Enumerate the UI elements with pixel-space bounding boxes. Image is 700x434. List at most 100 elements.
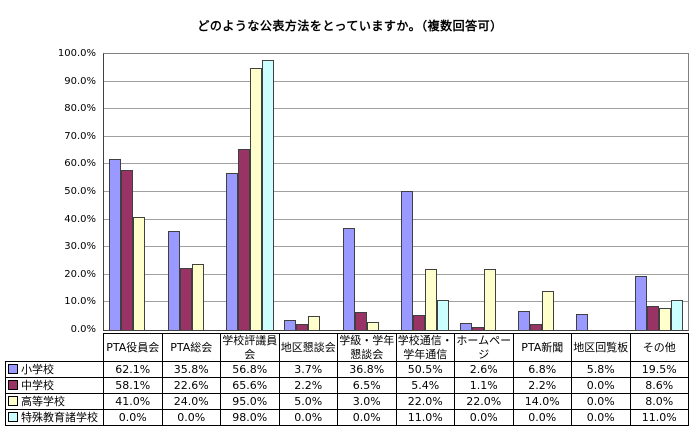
- bar: [226, 173, 239, 330]
- table-body: 小学校 62.1% 35.8% 56.8% 3.7% 36.8% 50.5% 2.6% 6.8%…: [5, 361, 689, 426]
- gridline: [104, 246, 688, 248]
- y-axis-tick-label: 80.0%: [64, 103, 96, 115]
- bar: [646, 306, 659, 330]
- legend-swatch-icon: [8, 395, 18, 406]
- value-cell: 0.0%: [571, 409, 631, 426]
- value-cell: 36.8%: [337, 361, 397, 378]
- bar: [262, 60, 275, 330]
- bar: [459, 323, 472, 330]
- bar-group: [396, 54, 454, 330]
- bar-group: [162, 54, 220, 330]
- legend-cell: 小学校: [5, 361, 104, 378]
- bar: [296, 324, 309, 330]
- value-cell: 0.0%: [454, 409, 514, 426]
- legend-swatch-icon: [8, 363, 18, 374]
- value-cell: 0.0%: [571, 393, 631, 410]
- bar: [634, 276, 647, 330]
- legend-cell: 中学校: [5, 377, 104, 394]
- table-row: 中学校 58.1% 22.6% 65.6% 2.2% 6.5% 5.4% 1.1% 2.2% 0.…: [5, 377, 689, 394]
- y-axis-tick-label: 30.0%: [64, 241, 96, 253]
- value-cell: 0.0%: [278, 409, 338, 426]
- bar: [413, 315, 426, 330]
- table-row: 小学校 62.1% 35.8% 56.8% 3.7% 36.8% 50.5% 2.6% 6.8%…: [5, 361, 689, 378]
- y-axis-tick-label: 70.0%: [64, 130, 96, 142]
- bar-group: [221, 54, 279, 330]
- gridline: [104, 273, 688, 275]
- bar-group: [338, 54, 396, 330]
- legend-cell: 特殊教育諸学校: [5, 409, 104, 426]
- bar: [425, 269, 438, 330]
- bar: [284, 320, 297, 330]
- data-table: PTA役員会 PTA総会 学校評議員会 地区懇談会 学級・学年懇談会 学校通信・学年通信ホ…: [5, 333, 689, 426]
- bar: [471, 327, 484, 330]
- bar-group: [454, 54, 512, 330]
- bar: [658, 308, 671, 330]
- bar: [483, 269, 496, 330]
- value-cell: 2.2%: [512, 377, 572, 394]
- bar-group: [104, 54, 162, 330]
- value-cell: 11.0%: [395, 409, 455, 426]
- value-cell: 8.6%: [629, 377, 689, 394]
- category-header-cell: 地区回覧板: [571, 333, 631, 362]
- value-cell: 41.0%: [103, 393, 163, 410]
- bar-group: [571, 54, 629, 330]
- category-header-cell: その他: [629, 333, 689, 362]
- y-axis-tick-label: 50.0%: [64, 186, 96, 197]
- bar: [366, 322, 379, 330]
- category-header-cell: 学校評議員会: [220, 333, 280, 362]
- value-cell: 0.0%: [571, 377, 631, 394]
- value-cell: 6.8%: [512, 361, 572, 378]
- bar-groups: [104, 54, 688, 330]
- y-axis-tick-label: 100.0%: [57, 48, 96, 59]
- legend-swatch-icon: [8, 411, 18, 422]
- value-cell: 3.0%: [337, 393, 397, 410]
- gridline: [104, 301, 688, 303]
- y-axis-tick-label: 20.0%: [64, 268, 96, 280]
- value-cell: 6.5%: [337, 377, 397, 394]
- bar: [250, 68, 263, 330]
- gridline: [104, 218, 688, 220]
- value-cell: 19.5%: [629, 361, 689, 378]
- table-row: 特殊教育諸学校 0.0% 0.0% 98.0% 0.0% 0.0% 11.0% 0.0% 0.0…: [5, 409, 689, 426]
- value-cell: 65.6%: [220, 377, 280, 394]
- bar: [542, 291, 555, 330]
- bar: [191, 264, 204, 330]
- value-cell: 5.4%: [395, 377, 455, 394]
- category-header-cell: PTA新聞: [512, 333, 572, 362]
- bar: [401, 191, 414, 330]
- value-cell: 2.2%: [278, 377, 338, 394]
- bar: [308, 316, 321, 330]
- category-header-cell: 地区懇談会: [278, 333, 338, 362]
- value-cell: 58.1%: [103, 377, 163, 394]
- series-name: 特殊教育諸学校: [21, 410, 98, 424]
- value-cell: 22.0%: [395, 393, 455, 410]
- bar-group: [279, 54, 337, 330]
- gridline: [104, 163, 688, 165]
- value-cell: 11.0%: [629, 409, 689, 426]
- table-header-row: PTA役員会 PTA総会 学校評議員会 地区懇談会 学級・学年懇談会 学校通信・学年通信ホ…: [6, 333, 689, 362]
- y-axis-tick-label: 10.0%: [64, 296, 96, 308]
- value-cell: 14.0%: [512, 393, 572, 410]
- chart-title: どのような公表方法をとっていますか。（複数回答可）: [197, 19, 503, 33]
- bar-group: [513, 54, 571, 330]
- y-axis-tick-label: 60.0%: [64, 158, 96, 170]
- table-row: 高等学校 41.0% 24.0% 95.0% 5.0% 3.0% 22.0% 22.0% 14.…: [5, 393, 689, 410]
- y-axis-tick-label: 0.0%: [70, 324, 96, 335]
- value-cell: 3.7%: [278, 361, 338, 378]
- bar-group: [630, 54, 688, 330]
- value-cell: 5.8%: [571, 361, 631, 378]
- bar: [342, 228, 355, 330]
- legend-swatch-icon: [8, 379, 18, 390]
- legend-cell: 高等学校: [5, 393, 104, 410]
- gridline: [104, 108, 688, 110]
- value-cell: 50.5%: [395, 361, 455, 378]
- category-header-cell: PTA総会: [161, 333, 221, 362]
- bar: [437, 300, 450, 330]
- bar: [121, 170, 134, 330]
- value-cell: 22.6%: [161, 377, 221, 394]
- value-cell: 56.8%: [220, 361, 280, 378]
- series-name: 中学校: [21, 378, 54, 392]
- y-axis-tick-label: 40.0%: [64, 213, 96, 225]
- bar: [518, 311, 531, 330]
- value-cell: 0.0%: [512, 409, 572, 426]
